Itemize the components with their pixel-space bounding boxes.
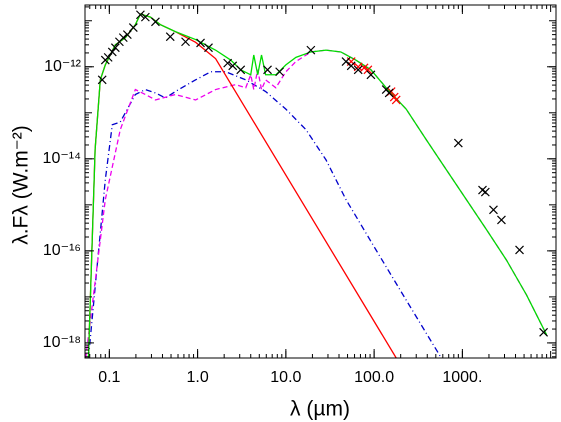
data-point [181, 37, 190, 47]
x-tick-label: 10.0 [270, 369, 301, 386]
data-point [363, 65, 373, 75]
y-tick-label: 10⁻¹⁶ [43, 242, 81, 259]
x-tick-label: 100.0 [354, 369, 394, 386]
data-point [539, 327, 549, 337]
data-point [346, 61, 356, 71]
data-point [204, 43, 213, 53]
data-point [489, 205, 498, 215]
data-point [236, 65, 246, 75]
data-point [366, 70, 376, 80]
data-point [223, 58, 233, 68]
data-point [497, 215, 506, 225]
x-tick-label: 1000. [442, 369, 482, 386]
data-point [275, 67, 285, 77]
data-point [306, 45, 316, 55]
data-point [480, 187, 490, 197]
data-point [453, 138, 463, 148]
sed-line [87, 13, 548, 358]
data-point [110, 43, 120, 53]
data-point [341, 57, 351, 66]
data-point [263, 65, 272, 75]
data-point [515, 245, 524, 255]
data-point [384, 88, 394, 98]
data-point [165, 32, 175, 42]
y-axis-label: λ.Fλ (W.m⁻²) [10, 125, 33, 245]
x-tick-label: 1.0 [186, 369, 208, 386]
y-tick-label: 10⁻¹⁸ [43, 334, 81, 351]
data-point [103, 52, 113, 62]
plot-area [85, 10, 549, 358]
frame [84, 4, 557, 359]
sed-line [85, 49, 548, 358]
data-point [196, 38, 205, 48]
data-point [135, 10, 145, 20]
data-point [353, 65, 363, 75]
data-point [97, 75, 107, 85]
sed-line [87, 71, 442, 358]
data-point [391, 95, 401, 105]
y-tick-label: 10⁻¹² [44, 58, 82, 75]
sed-line [87, 13, 397, 358]
data-point [122, 30, 132, 40]
data-point [228, 61, 238, 71]
data-point [151, 17, 160, 27]
y-tick-label: 10⁻¹⁴ [43, 150, 82, 167]
x-tick-label: 0.1 [98, 369, 120, 386]
x-axis-label: λ (µm) [290, 398, 350, 421]
data-point [107, 47, 117, 57]
data-point [118, 33, 128, 43]
data-point [128, 23, 138, 33]
data-point [140, 12, 150, 22]
